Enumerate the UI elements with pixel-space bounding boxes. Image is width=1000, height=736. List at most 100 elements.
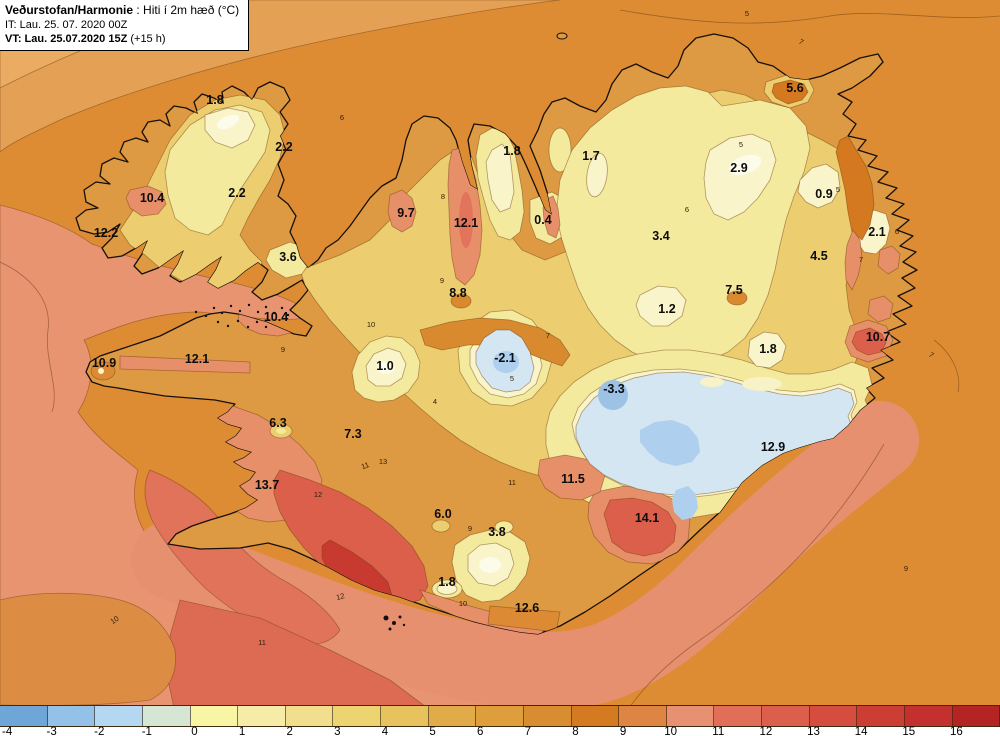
temperature-label: 12.6	[515, 601, 539, 615]
colorbar-cell	[190, 706, 239, 726]
contour-label: 5	[836, 185, 840, 194]
colorbar-tick: -4	[2, 726, 13, 736]
temperature-label: -2.1	[494, 351, 516, 365]
colorbar-cell	[0, 706, 48, 726]
contour-label: 6	[340, 113, 344, 122]
temperature-label: 1.2	[658, 302, 675, 316]
valid-time: VT: Lau. 25.07.2020 15Z (+15 h)	[5, 33, 166, 45]
contour-label: 12	[335, 591, 345, 602]
contour-label: 11	[360, 460, 370, 471]
colorbar-tick: 1	[238, 726, 246, 736]
colorbar-cell	[381, 706, 429, 726]
temperature-label: 13.7	[255, 478, 279, 492]
contour-label: 9	[468, 524, 472, 533]
colorbar-cell	[619, 706, 667, 726]
colorbar-cell	[809, 706, 858, 726]
contour-label: 9	[904, 564, 908, 573]
colorbar-tick: 2	[286, 726, 293, 736]
colorbar-tick: 9	[619, 726, 627, 736]
contour-number-labels: 5 7 5 6 5 6 7 8 9 5 4 9 13 11 12 12 10 9 11 10 11 9 7 10 7 6	[109, 9, 936, 647]
colorbar-cells	[0, 705, 1000, 727]
contour-label: 10	[367, 320, 375, 329]
colorbar-tick: 10	[664, 726, 678, 736]
contour-label: 6	[895, 227, 899, 236]
temperature-label: 5.6	[786, 81, 803, 95]
temperature-label: 2.2	[275, 140, 292, 154]
temperature-label: 0.4	[534, 213, 551, 227]
colorbar-cell	[142, 706, 191, 726]
temperature-label: 6.0	[434, 507, 451, 521]
colorbar-tick: -3	[46, 726, 57, 736]
colorbar-cell	[333, 706, 381, 726]
temperature-label: 2.2	[228, 186, 245, 200]
temperature-label: 8.8	[449, 286, 466, 300]
temperature-label: 10.4	[264, 310, 288, 324]
contour-label: 7	[546, 331, 550, 340]
colorbar-tick: -2	[94, 726, 105, 736]
temperature-label: 2.1	[868, 225, 885, 239]
contour-label: 5	[745, 9, 749, 18]
land-layer	[75, 32, 918, 635]
temperature-label: 7.5	[725, 283, 742, 297]
contour-label: 13	[379, 457, 387, 466]
colorbar-cell	[904, 706, 953, 726]
contour-label: 5	[510, 374, 514, 383]
contour-label: 9	[440, 276, 444, 285]
temperature-label: 10.4	[140, 191, 164, 205]
contour-label: 10	[459, 599, 467, 608]
colorbar-cell	[47, 706, 96, 726]
colorbar-cell	[428, 706, 477, 726]
temperature-label: 0.9	[815, 187, 832, 201]
colorbar-tick: 13	[807, 726, 820, 736]
contour-label: 7	[927, 350, 936, 360]
colorbar-cell	[95, 706, 143, 726]
temperature-label: 4.5	[810, 249, 827, 263]
contour-label: 7	[797, 37, 805, 47]
temperature-label: 3.4	[652, 229, 669, 243]
colorbar-cell	[523, 706, 572, 726]
colorbar-cell	[476, 706, 524, 726]
temperature-label: 10.9	[92, 356, 116, 370]
temperature-label: 1.8	[438, 575, 455, 589]
colorbar-tick: 3	[334, 726, 341, 736]
contour-label: 7	[859, 255, 863, 264]
temperature-label: 3.6	[279, 250, 296, 264]
contour-label: 8	[441, 192, 445, 201]
colorbar-cell	[285, 706, 334, 726]
colorbar-tick: 6	[476, 726, 484, 736]
temperature-label: -3.3	[603, 382, 625, 396]
temperature-label: 12.9	[761, 440, 785, 454]
colorbar-tick: 8	[572, 726, 579, 736]
colorbar-tick-labels: -4 -3 -2 -1 0 1 2 3 4 5 6 7 8 9 10 11 12 13 14 15 16	[0, 726, 1000, 736]
temperature-label: 7.3	[344, 427, 361, 441]
temperature-label: 2.9	[730, 161, 747, 175]
colorbar-tick: 7	[524, 726, 531, 736]
colorbar-cell	[714, 706, 762, 726]
contour-label: 11	[258, 638, 266, 647]
colorbar-tick: 12	[759, 726, 773, 736]
colorbar-tick: -1	[141, 726, 152, 736]
temperature-label: 12.2	[94, 226, 118, 240]
temperature-label: 6.3	[269, 416, 286, 430]
model-title: Veðurstofan/Harmonie : Hiti í 2m hæð (°C…	[5, 3, 240, 17]
temperature-label: 9.7	[397, 206, 414, 220]
colorbar-tick: 4	[381, 726, 389, 736]
temperature-label: 11.5	[561, 472, 585, 486]
colorbar-cell	[238, 706, 286, 726]
colorbar-tick: 14	[854, 726, 868, 736]
colorbar-tick: 5	[429, 726, 436, 736]
contour-label: 10	[109, 614, 121, 626]
temperature-label: 1.8	[503, 144, 520, 158]
colorbar-tick: 11	[712, 726, 725, 736]
colorbar-cell	[571, 706, 620, 726]
temperature-colorbar: -4 -3 -2 -1 0 1 2 3 4 5 6 7 8 9 10 11 12 13 14 15 16	[0, 705, 1000, 736]
temperature-label: 1.7	[582, 149, 599, 163]
contour-label: 4	[433, 397, 437, 406]
temperature-label: 1.0	[376, 359, 393, 373]
temperature-label: 12.1	[454, 216, 478, 230]
temperature-label: 3.8	[488, 525, 505, 539]
temperature-label: 12.1	[185, 352, 209, 366]
contour-label: 5	[739, 140, 743, 149]
